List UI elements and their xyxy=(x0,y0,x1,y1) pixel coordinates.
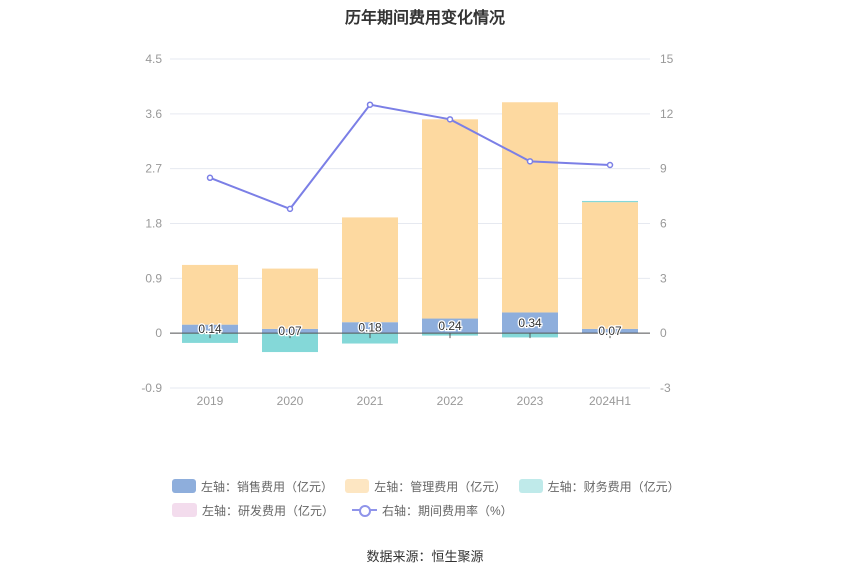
left-axis-tick-label: 4.5 xyxy=(145,52,162,66)
legend-swatch-sales xyxy=(172,479,196,493)
x-axis-tick-label: 2021 xyxy=(357,394,384,408)
x-axis-tick-label: 2022 xyxy=(437,394,464,408)
bar-admin xyxy=(262,268,318,329)
bar-finance xyxy=(262,333,318,353)
legend-item-admin[interactable]: 左轴：管理费用（亿元） xyxy=(345,478,507,495)
line-point-rate xyxy=(446,116,454,123)
left-axis-tick-label: 0 xyxy=(155,326,162,340)
right-axis-tick-label: 6 xyxy=(660,217,667,231)
bar-sales xyxy=(502,312,558,334)
legend-swatch-admin xyxy=(345,479,370,493)
chart-title: 历年期间费用变化情况 xyxy=(344,10,505,27)
right-axis-tick-label: 3 xyxy=(660,271,667,285)
legend-item-rate[interactable]: 右轴：期间费用率（%） xyxy=(352,502,513,519)
x-axis-tick-label: 2024H1 xyxy=(589,394,631,408)
x-axis-tick-label: 2019 xyxy=(197,394,224,408)
legend-label-rate: 右轴：期间费用率（%） xyxy=(382,503,513,518)
bar-admin xyxy=(342,217,398,323)
bar-sales xyxy=(422,318,478,334)
chart-legend: 左轴：销售费用（亿元） 左轴：管理费用（亿元） 左轴：财务费用（亿元） 左轴：研… xyxy=(172,474,692,522)
x-axis-tick-label: 2020 xyxy=(277,394,304,408)
bar-sales xyxy=(342,322,398,334)
legend-swatch-rate xyxy=(352,503,378,517)
x-axis-tick-label: 2023 xyxy=(517,394,544,408)
bar-admin xyxy=(182,264,238,325)
line-point-rate xyxy=(606,161,614,169)
right-axis-tick-label: -3 xyxy=(660,381,671,395)
right-axis-tick-label: 15 xyxy=(660,52,674,66)
line-series-rate xyxy=(209,103,611,211)
left-axis-tick-label: 0.9 xyxy=(145,271,162,285)
legend-swatch-finance xyxy=(518,479,543,493)
data-label-sales: 0.18 xyxy=(358,321,382,335)
right-axis-tick-label: 9 xyxy=(660,162,667,176)
legend-label-admin: 左轴：管理费用（亿元） xyxy=(374,479,507,494)
line-point-rate xyxy=(286,205,294,213)
legend-item-finance[interactable]: 左轴：财务费用（亿元） xyxy=(518,478,680,495)
left-axis-tick-label: -0.9 xyxy=(141,381,162,395)
bar-sales xyxy=(182,324,238,334)
bar-sales xyxy=(262,328,318,334)
left-axis-tick-label: 2.7 xyxy=(145,162,162,176)
bar-admin xyxy=(582,202,638,329)
legend-item-rd[interactable]: 左轴：研发费用（亿元） xyxy=(172,502,334,519)
line-point-rate xyxy=(206,174,214,182)
data-label-sales: 0.07 xyxy=(598,324,622,338)
data-label-sales: 0.34 xyxy=(518,316,542,330)
legend-swatch-rd xyxy=(172,503,197,517)
data-source: 数据来源：恒生聚源 xyxy=(366,549,484,564)
line-point-rate xyxy=(366,101,374,108)
legend-label-sales: 左轴：销售费用（亿元） xyxy=(200,479,333,494)
bar-finance xyxy=(342,333,398,344)
legend-item-sales[interactable]: 左轴：销售费用（亿元） xyxy=(172,478,333,495)
bar-sales xyxy=(582,328,638,334)
bar-finance xyxy=(582,200,638,203)
left-axis-tick-label: 1.8 xyxy=(145,217,162,231)
left-axis-tick-label: 3.6 xyxy=(145,107,162,121)
bar-admin xyxy=(502,102,558,313)
bar-admin xyxy=(422,119,478,319)
data-label-sales: 0.07 xyxy=(278,324,302,338)
right-axis-tick-label: 0 xyxy=(660,326,667,340)
line-point-rate xyxy=(526,158,534,165)
legend-label-rd: 左轴：研发费用（亿元） xyxy=(202,503,335,518)
data-label-sales: 0.24 xyxy=(438,319,462,333)
right-axis-tick-label: 12 xyxy=(660,107,674,121)
legend-label-finance: 左轴：财务费用（亿元） xyxy=(547,479,680,494)
data-label-sales: 0.14 xyxy=(198,322,222,336)
